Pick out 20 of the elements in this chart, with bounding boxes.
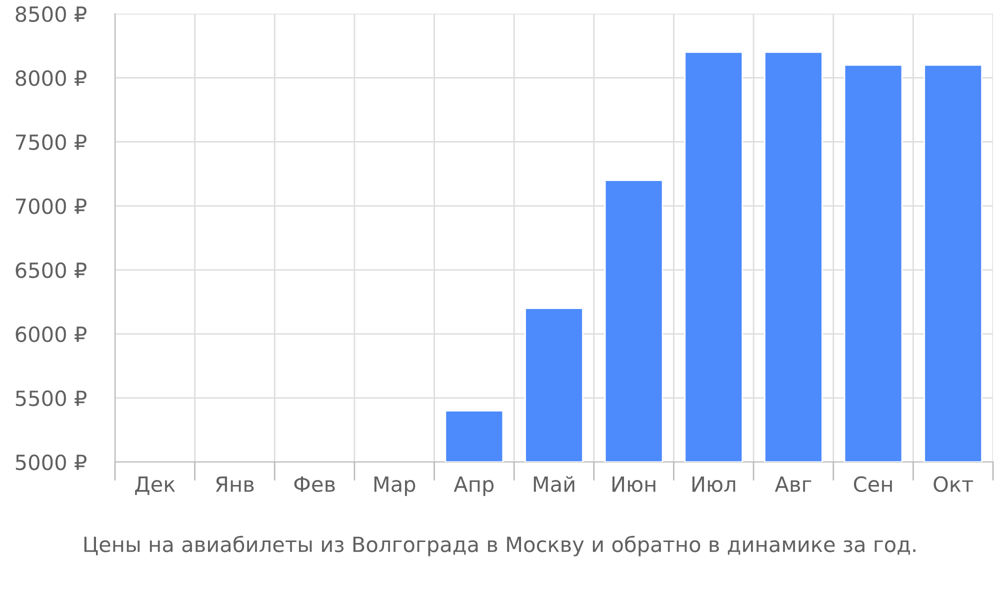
x-tick-label: Окт [934,476,974,492]
y-tick-label: 8500 ₽ [16,6,87,22]
x-tick-label: Дек [135,476,176,495]
text: Цены на авиабилеты из Волгограда в Москву и обратно в динамике за год. [84,536,916,556]
y-tick-label: 6500 ₽ [16,262,87,278]
x-tick-label: Апр [454,476,494,496]
y-tick-label: 7500 ₽ [16,134,87,150]
x-tick-label: Июл [692,476,736,492]
y-tick-label: 5000 ₽ [16,454,87,470]
y-tick-label: 8000 ₽ [16,70,87,86]
x-tick-label: Янв [216,476,254,492]
y-tick-label: 5500 ₽ [16,390,87,406]
x-tick-label: Авг [774,476,812,492]
x-tick-label: Июн [612,476,656,492]
x-tick-label: Май [534,476,574,492]
y-tick-label: 6000 ₽ [16,326,87,342]
x-tick-label: Мар [374,476,416,496]
y-tick-label: 7000 ₽ [16,198,87,214]
x-tick-label: Фев [294,476,335,492]
x-tick-label: Сен [854,476,892,492]
